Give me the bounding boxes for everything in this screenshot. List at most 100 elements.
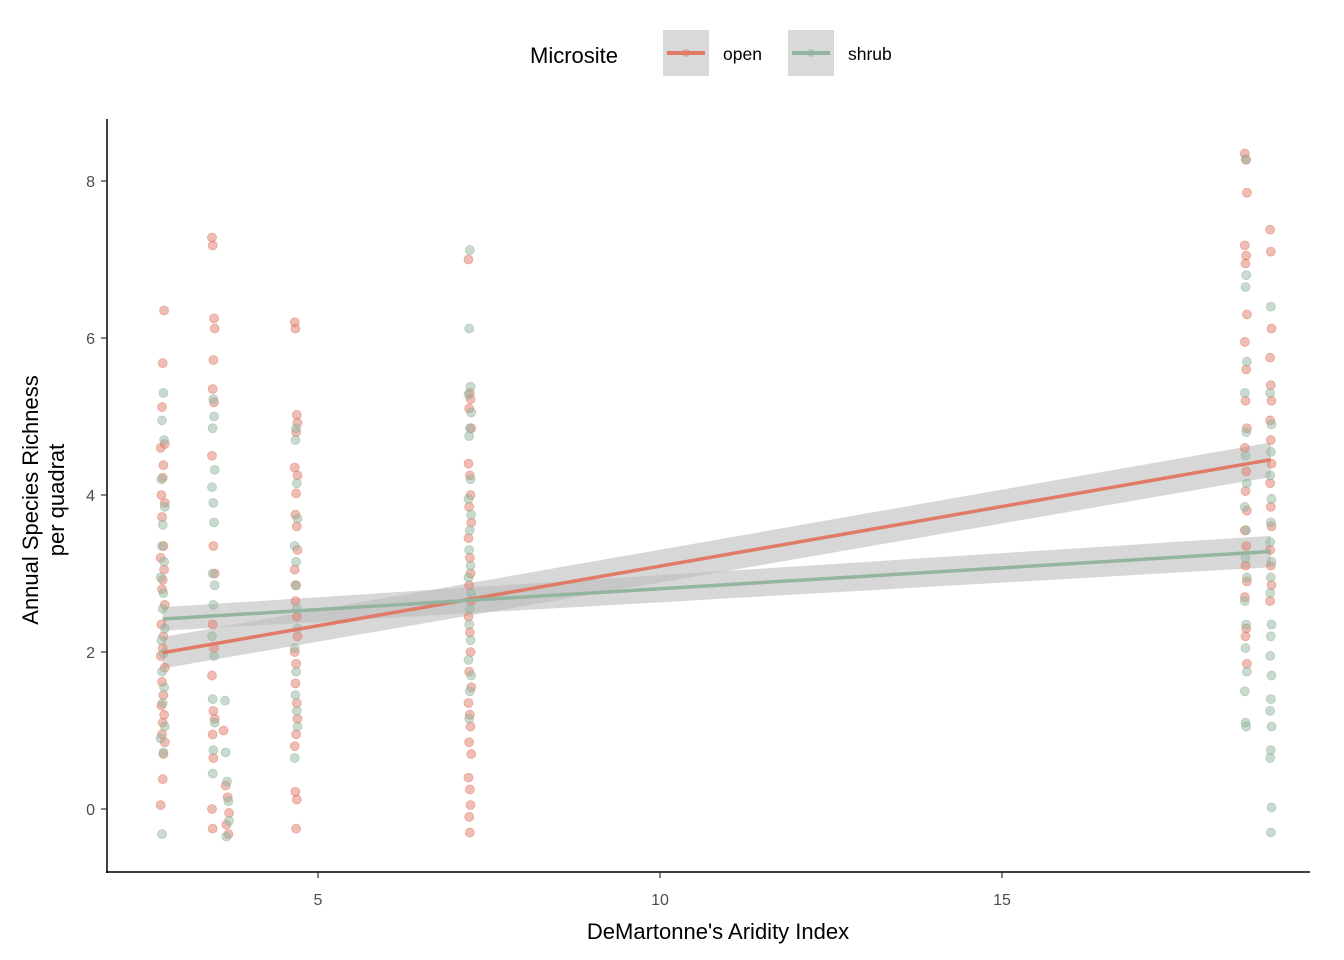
point-open [1239,240,1250,251]
point-shrub [1241,666,1252,677]
y-tick-label: 4 [86,488,95,505]
point-open [207,619,218,630]
point-open [159,305,170,316]
legend-item-open: open [663,30,762,76]
point-open [157,402,167,412]
point-shrub [466,509,477,520]
trend-lines [162,457,1272,655]
point-shrub [290,580,301,591]
point-shrub [209,517,219,528]
point-open [208,541,219,551]
point-open [207,823,218,834]
point-shrub [1241,572,1252,583]
point-shrub [1265,631,1276,642]
point-shrub [1265,705,1276,716]
point-shrub [289,541,300,551]
point-shrub [158,588,169,599]
point-open [158,460,169,471]
point-shrub [292,513,303,524]
point-open [463,772,474,783]
point-shrub [1266,721,1277,732]
point-open [464,784,475,795]
point-shrub [156,474,167,485]
point-open [207,240,218,251]
point-open [209,313,219,324]
point-shrub [1239,501,1250,512]
legend-title: Microsite [530,43,618,68]
point-shrub [1240,154,1251,164]
point-shrub [159,501,170,512]
point-shrub [157,519,168,530]
point-open [1240,258,1251,269]
point-shrub [291,423,302,434]
point-shrub [157,415,167,426]
point-shrub [291,478,302,489]
point-shrub [224,815,234,826]
point-shrub [464,245,475,255]
point-shrub [155,572,166,583]
point-shrub [466,670,477,681]
point-open [155,800,166,810]
point-open [1265,246,1276,257]
point-shrub [1265,446,1276,457]
point-shrub [464,619,475,630]
point-open [207,804,217,814]
point-shrub [1265,517,1276,528]
point-shrub [1266,670,1277,681]
point-shrub [1266,419,1277,430]
legend-label-shrub: shrub [848,44,892,64]
point-shrub [1266,619,1277,630]
point-shrub [464,525,475,536]
point-open [1241,466,1252,477]
point-open [290,678,301,689]
point-open [463,458,474,469]
point-shrub [1266,494,1277,504]
point-shrub [157,666,167,677]
point-shrub [208,394,219,405]
point-shrub [222,776,232,787]
point-shrub [289,643,300,653]
legend-dot-open [682,49,690,57]
legend-dot-shrub [807,49,815,57]
point-shrub [207,482,217,493]
point-open [218,725,229,736]
y-axis-title-line2: per quadrat [44,444,69,557]
point-open [464,737,475,748]
point-open [463,698,474,708]
point-shrub [157,698,168,708]
point-shrub [289,753,300,763]
point-open [207,670,217,681]
point-shrub [1241,270,1252,281]
point-shrub [290,435,301,445]
legend: Microsite open shrub [530,30,892,76]
point-open [1241,309,1252,320]
y-tick-label: 8 [86,174,95,191]
point-shrub [1239,596,1250,606]
point-shrub [463,494,474,504]
point-shrub [157,541,167,551]
point-open [466,749,477,759]
point-shrub [1266,802,1277,813]
point-shrub [208,497,219,508]
point-shrub [1265,694,1276,704]
point-shrub [465,635,476,646]
point-shrub [1265,537,1276,547]
point-shrub [208,745,219,756]
point-shrub [157,829,167,840]
point-shrub [221,831,232,842]
data-points [155,148,1277,842]
trend-line-shrub [162,549,1271,621]
point-shrub [209,717,220,728]
point-shrub [463,572,474,583]
point-shrub [1265,827,1276,838]
y-tick-label: 6 [86,331,95,348]
x-ticks: 5 10 15 [314,872,1011,909]
point-open [207,729,218,740]
point-shrub [463,389,474,400]
y-ticks: 0 2 4 6 8 [86,174,107,819]
point-open [157,774,168,785]
point-open [1265,435,1276,445]
point-shrub [466,407,477,418]
point-shrub [465,474,476,485]
